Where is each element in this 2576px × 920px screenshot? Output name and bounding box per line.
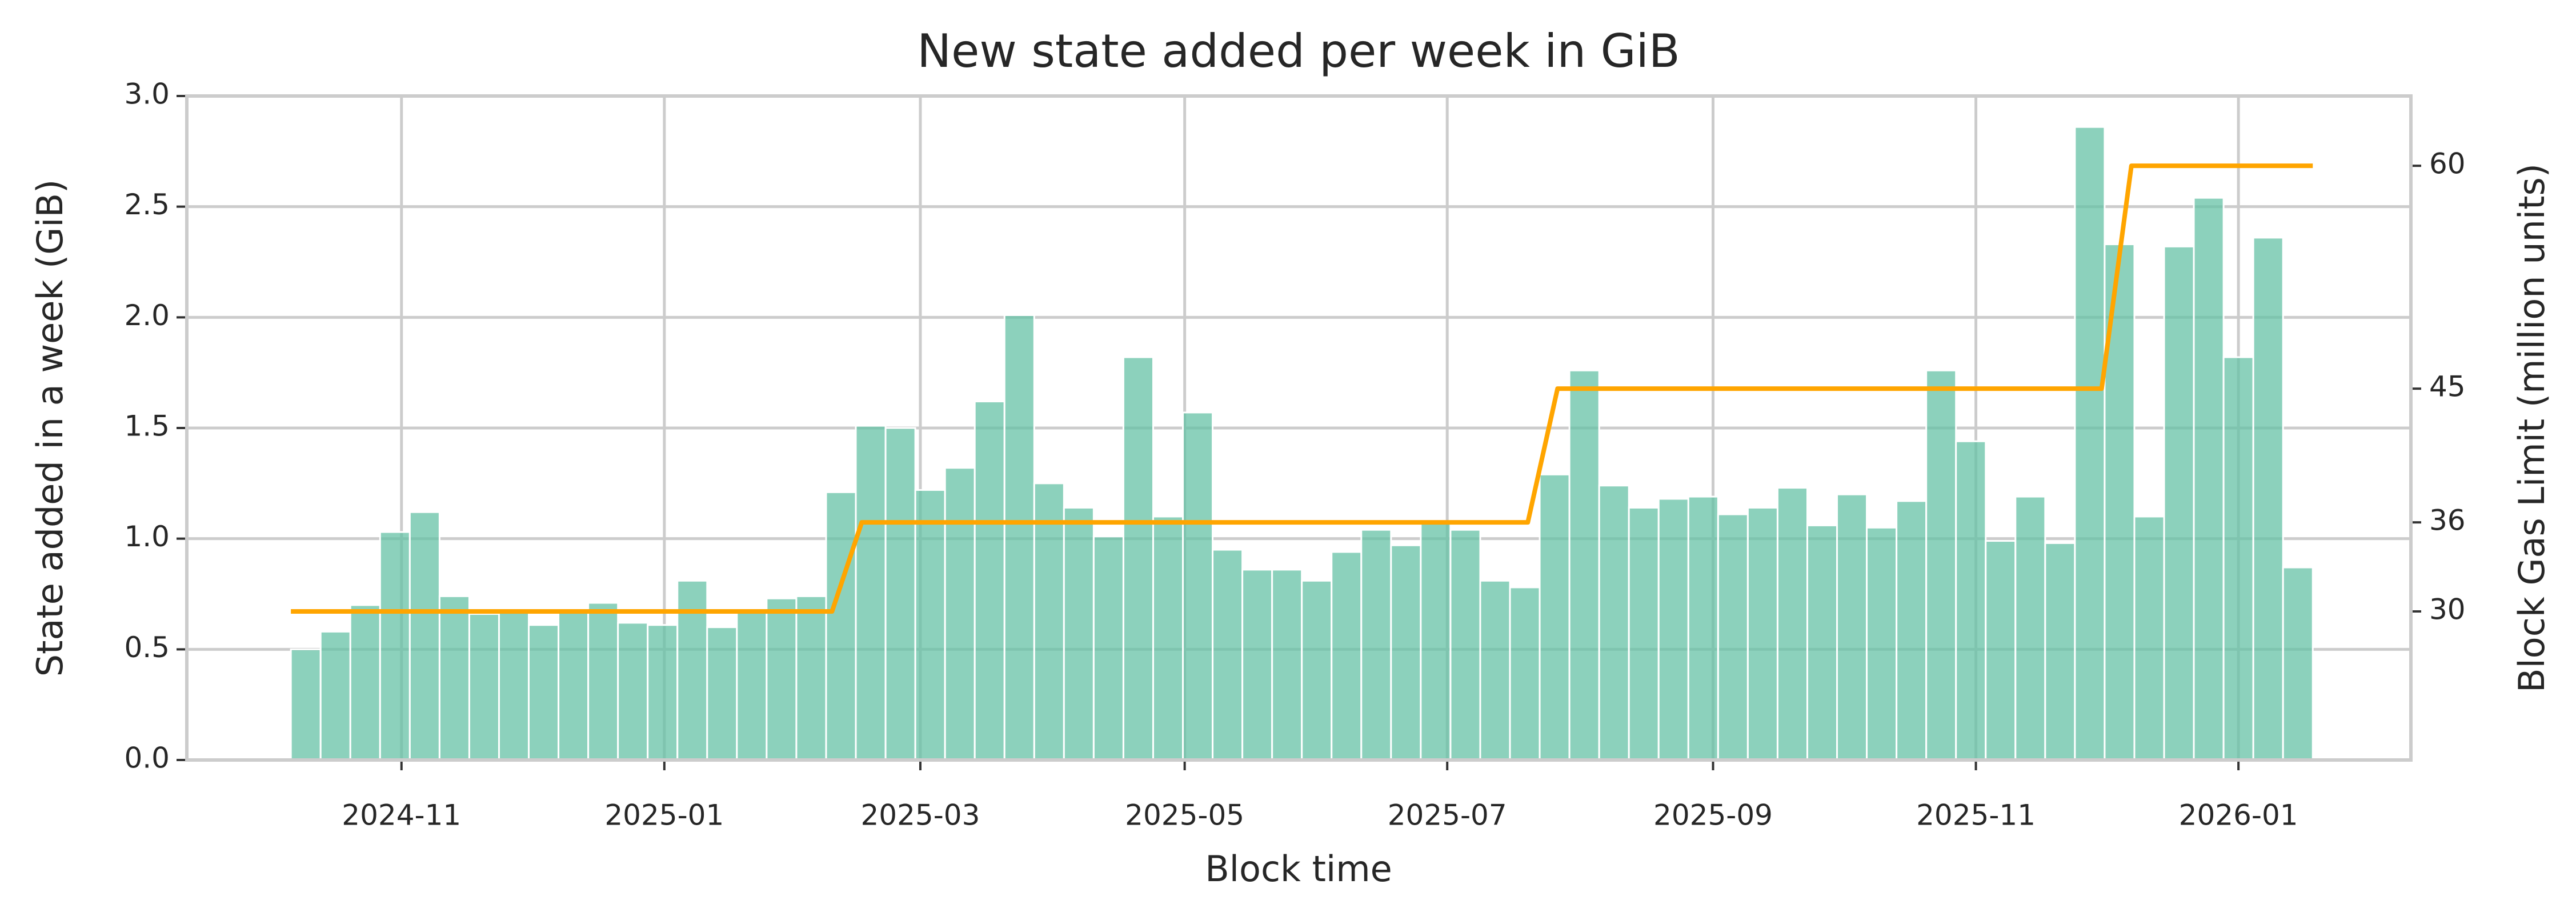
- bar: [587, 602, 619, 761]
- y2-tick-label: 60: [2429, 147, 2466, 181]
- bar: [1301, 579, 1333, 761]
- bar: [973, 401, 1005, 761]
- bar: [1925, 369, 1957, 761]
- bar: [736, 610, 768, 761]
- bar: [2193, 197, 2225, 761]
- bar: [1509, 586, 1541, 761]
- bar: [1152, 515, 1184, 761]
- axes: 0.0 0.5 1.0 1.5 2.0 2.5 3.0 2024-11 2025-01 2025-…: [124, 78, 2465, 832]
- y2-axis-label: Block Gas Limit (million units): [2511, 163, 2553, 693]
- bar: [498, 610, 530, 761]
- y-tick-label: 2.0: [124, 299, 170, 332]
- bar: [884, 427, 916, 761]
- bar: [2282, 566, 2314, 761]
- bar: [1806, 524, 1838, 761]
- y-tick-label: 2.5: [124, 188, 170, 221]
- bar: [2252, 237, 2284, 761]
- bar: [528, 624, 560, 761]
- bar: [2044, 542, 2076, 761]
- chart-title: New state added per week in GiB: [917, 25, 1680, 78]
- bar: [1331, 551, 1363, 761]
- bar: [1092, 535, 1124, 761]
- bar: [1360, 529, 1392, 761]
- line: [291, 163, 2313, 614]
- bar: [1539, 473, 1571, 761]
- y-axis-label: State added in a week (GiB): [29, 179, 71, 677]
- bar: [2074, 126, 2106, 761]
- bar: [1449, 529, 1481, 761]
- bar: [1390, 544, 1422, 761]
- x-tick-label: 2025-01: [604, 799, 724, 832]
- y2-tick-label: 30: [2429, 593, 2466, 626]
- bar: [1033, 482, 1065, 761]
- x-tick-label: 2026-01: [2179, 799, 2298, 832]
- bar: [2222, 356, 2254, 761]
- bar: [914, 489, 946, 761]
- bar: [1182, 411, 1214, 761]
- bar: [1003, 314, 1035, 761]
- x-axis-label: Block time: [1205, 848, 1392, 890]
- bar: [290, 648, 322, 761]
- y-tick-label: 0.0: [124, 742, 170, 775]
- bar: [1955, 440, 1987, 761]
- bar: [2014, 495, 2046, 761]
- bar: [1896, 500, 1928, 761]
- bar: [1628, 506, 1660, 761]
- bar: [617, 622, 649, 761]
- bar: [1271, 569, 1303, 761]
- bar: [647, 624, 679, 761]
- bar: [795, 595, 827, 761]
- bar: [706, 626, 738, 761]
- bar: [1866, 526, 1898, 761]
- x-tick-label: 2024-11: [342, 799, 461, 832]
- bar: [1746, 506, 1778, 761]
- bar: [855, 425, 887, 761]
- y2-tick-label: 45: [2429, 370, 2466, 403]
- bar: [1122, 356, 1154, 761]
- bar: [1657, 498, 1689, 761]
- y2-tick-label: 36: [2429, 504, 2466, 537]
- y-tick-label: 3.0: [124, 78, 170, 111]
- bar: [1598, 485, 1630, 761]
- bar: [558, 610, 590, 761]
- bar: [438, 595, 470, 761]
- bar: [944, 467, 976, 761]
- bar: [1479, 579, 1511, 761]
- plot-frame: [185, 94, 2413, 762]
- bar: [1776, 487, 1808, 761]
- bar: [319, 630, 351, 761]
- bar: [349, 604, 381, 761]
- x-tick-label: 2025-09: [1653, 799, 1773, 832]
- bar: [1241, 569, 1273, 761]
- y-tick-label: 1.5: [124, 410, 170, 443]
- x-tick-label: 2025-03: [861, 799, 980, 832]
- bar: [676, 579, 708, 761]
- bar: [408, 511, 440, 761]
- bar: [379, 531, 411, 761]
- y-tick-label: 1.0: [124, 520, 170, 553]
- bar: [1063, 506, 1095, 761]
- bar: [1985, 540, 2017, 761]
- bar: [1420, 522, 1452, 761]
- bar: [1717, 513, 1749, 761]
- bar: [2163, 245, 2195, 761]
- marks: [290, 126, 2314, 761]
- bar: [1687, 495, 1719, 761]
- bar: [1568, 369, 1600, 761]
- bar: [825, 491, 857, 761]
- y-tick-label: 0.5: [124, 631, 170, 664]
- x-tick-label: 2025-07: [1388, 799, 1507, 832]
- bar: [1836, 493, 1868, 761]
- bar: [1212, 549, 1244, 761]
- bar: [468, 613, 500, 761]
- bar: [766, 597, 798, 761]
- x-tick-label: 2025-05: [1125, 799, 1244, 832]
- x-tick-label: 2025-11: [1916, 799, 2036, 832]
- bar: [2133, 515, 2165, 761]
